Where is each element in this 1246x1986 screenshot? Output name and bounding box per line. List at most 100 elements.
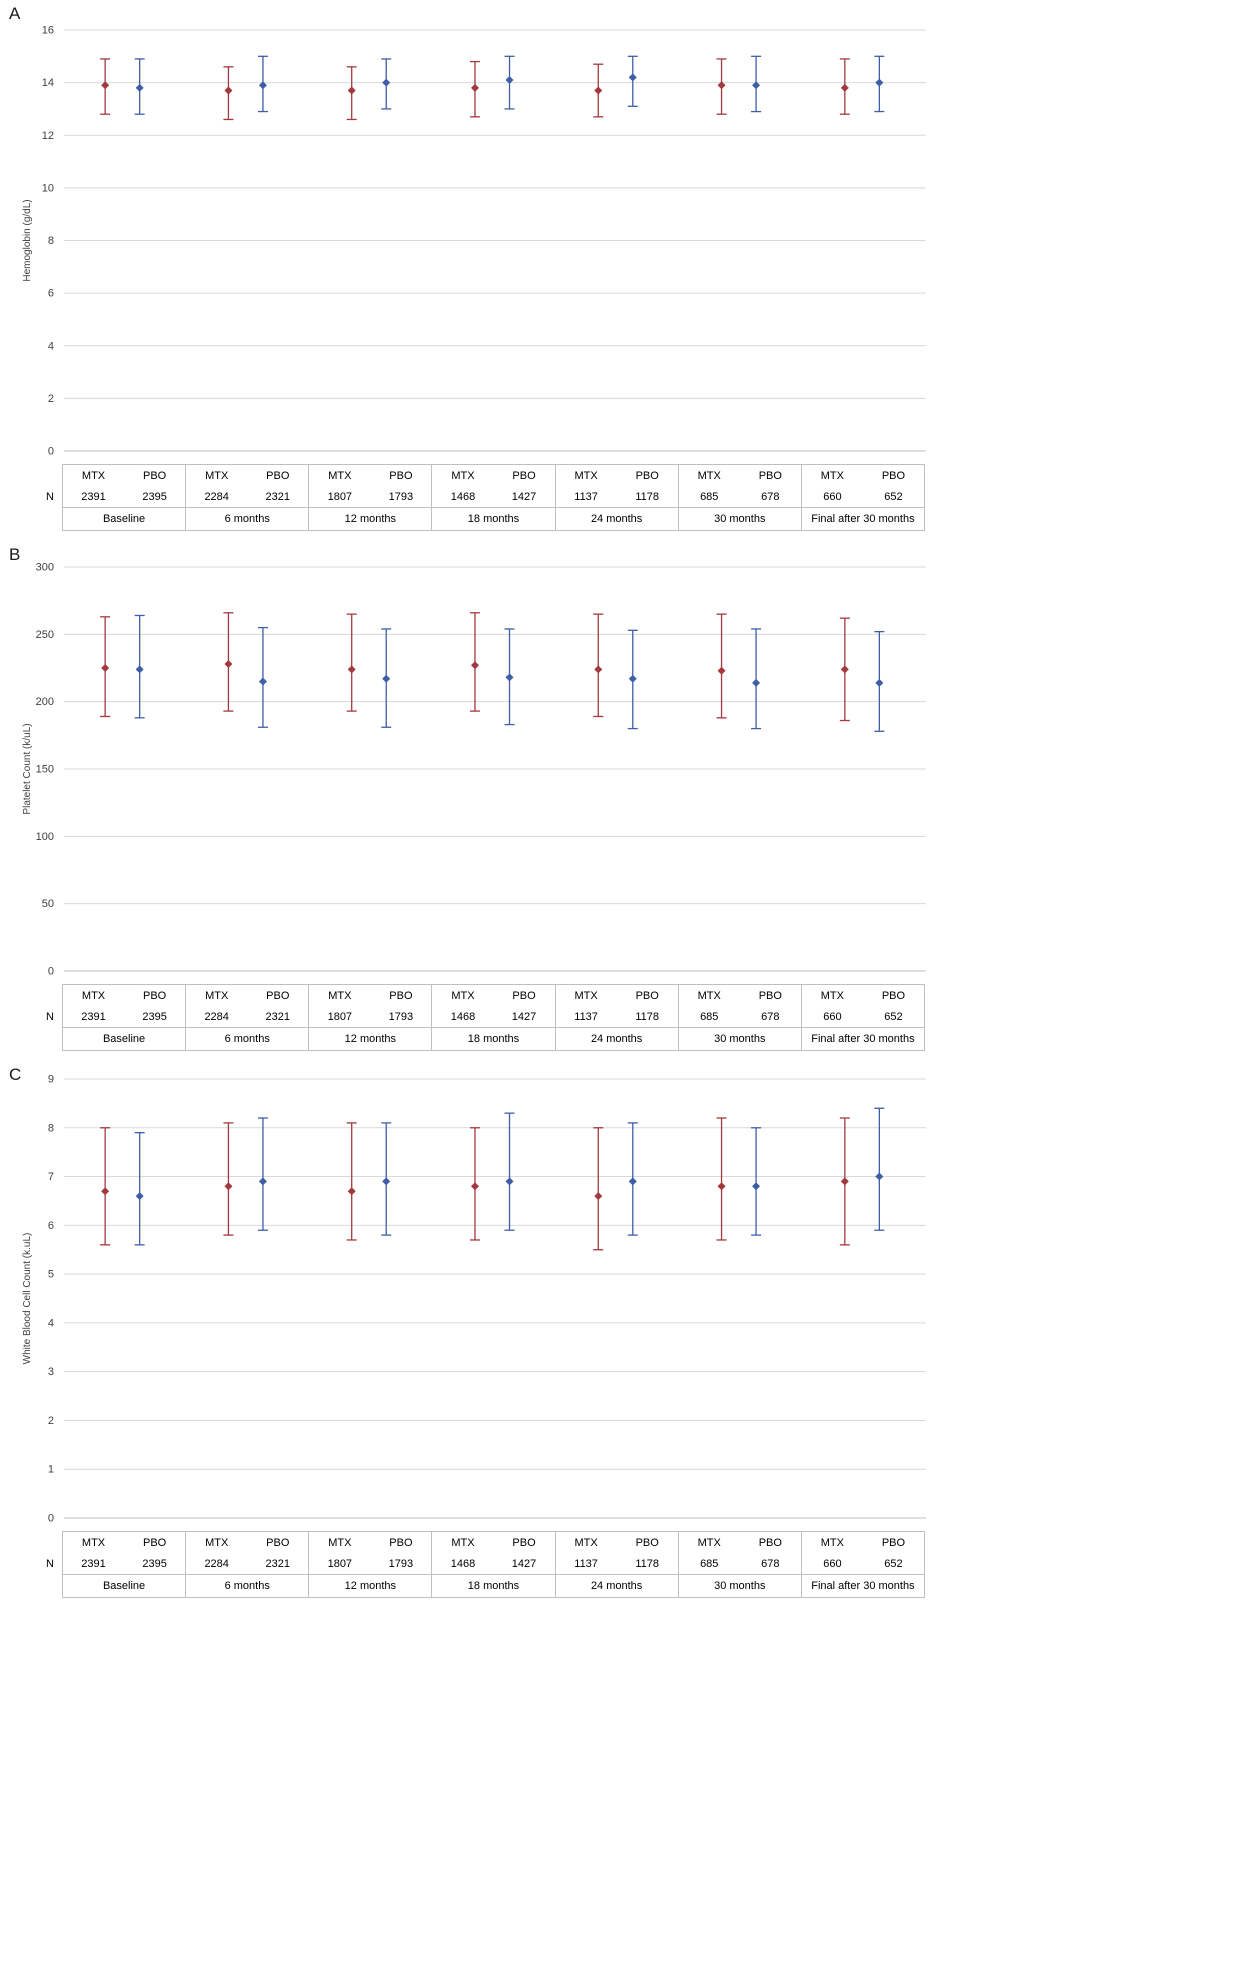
- error-bar-mtx: [100, 58, 111, 115]
- series-header-pbo: PBO: [143, 989, 167, 1002]
- series-header-mtx: MTX: [328, 1536, 352, 1549]
- error-bar-pbo: [134, 614, 145, 719]
- timepoint-label: 18 months: [467, 513, 520, 525]
- error-bar-pbo: [134, 1132, 145, 1246]
- mtx-n-value: 2391: [81, 1557, 106, 1570]
- pbo-n-value: 1793: [388, 1557, 414, 1570]
- pbo-n-value: 2395: [142, 1557, 167, 1570]
- mean-marker: [135, 83, 144, 92]
- pbo-n-value: 1427: [511, 490, 537, 503]
- panel-a: A 0 2 4 6 8 10 12 14 16 Hemoglobin (g/dL) N MTX PBO…: [0, 4, 1246, 531]
- y-tick-label: 100: [36, 831, 54, 843]
- mtx-n-value: 660: [823, 1557, 842, 1570]
- n-table-group: MTX PBO 1807 1793 12 months: [309, 465, 433, 530]
- mean-marker: [752, 678, 761, 687]
- series-header-mtx: MTX: [574, 469, 598, 482]
- error-bar-pbo: [134, 58, 145, 115]
- mean-marker: [717, 1182, 726, 1191]
- panel-b: B 0 50 100 150 200 250 300 Platelet Count (k/uL…: [0, 545, 1246, 1051]
- n-table-group: MTX PBO 2284 2321 6 months: [186, 1532, 310, 1597]
- error-bar-mtx: [593, 1127, 604, 1251]
- n-table-group: MTX PBO 1137 1178 24 months: [555, 1532, 679, 1597]
- series-header-pbo: PBO: [635, 989, 659, 1002]
- y-tick-label: 10: [42, 182, 54, 194]
- n-table-group: MTX PBO 685 678 30 months: [678, 465, 802, 530]
- error-bar-mtx: [839, 617, 850, 722]
- series-header-pbo: PBO: [512, 469, 536, 482]
- timepoint-label: Baseline: [102, 1033, 146, 1045]
- error-bar-pbo: [504, 628, 515, 726]
- mean-marker: [101, 81, 110, 90]
- timepoint-label: 24 months: [590, 1580, 643, 1592]
- timepoint-label: 30 months: [714, 1580, 766, 1592]
- series-header-mtx: MTX: [205, 989, 229, 1002]
- series-header-pbo: PBO: [512, 1536, 536, 1549]
- mean-marker: [875, 678, 884, 687]
- error-bar-pbo: [874, 55, 885, 113]
- mean-marker: [594, 86, 603, 95]
- mean-marker: [875, 78, 884, 87]
- panel-b-n-table: N MTX PBO 2391 2395 Baseline MTX PBO 2284 2321 6 m…: [46, 984, 925, 1051]
- mean-marker: [347, 665, 356, 674]
- pbo-n-value: 1178: [635, 490, 659, 503]
- pbo-n-value: 1427: [511, 1557, 537, 1570]
- error-bar-mtx: [223, 1122, 234, 1236]
- timepoint-label: 30 months: [714, 1033, 766, 1045]
- y-tick-label: 1: [48, 1464, 54, 1476]
- series-header-mtx: MTX: [81, 469, 106, 482]
- series-header-mtx: MTX: [81, 989, 106, 1002]
- series-header-mtx: MTX: [451, 469, 475, 482]
- mean-marker: [628, 674, 637, 683]
- series-header-pbo: PBO: [635, 469, 659, 482]
- n-table-group: MTX PBO 2284 2321 6 months: [186, 985, 310, 1050]
- series-header-mtx: MTX: [451, 989, 475, 1002]
- mean-marker: [505, 75, 514, 84]
- mtx-n-value: 1137: [574, 1557, 598, 1570]
- mtx-n-value: 2391: [81, 490, 106, 503]
- n-table-group: MTX PBO 1468 1427 18 months: [432, 1532, 556, 1597]
- y-tick-label: 6: [48, 288, 54, 300]
- pbo-n-value: 2395: [142, 1010, 167, 1023]
- error-bar-pbo: [627, 1122, 638, 1236]
- timepoint-label: 12 months: [344, 1033, 397, 1045]
- y-tick-label: 0: [48, 1513, 54, 1525]
- series-header-mtx: MTX: [328, 469, 352, 482]
- series-header-pbo: PBO: [143, 469, 167, 482]
- mtx-n-value: 2391: [81, 1010, 106, 1023]
- y-axis-title: Hemoglobin (g/dL): [22, 199, 33, 281]
- n-row-label: N: [46, 1558, 54, 1570]
- timepoint-label: 24 months: [590, 1033, 643, 1045]
- y-tick-label: 2: [48, 1415, 54, 1427]
- y-tick-label: 250: [36, 629, 54, 641]
- n-table-group: MTX PBO 1807 1793 12 months: [309, 985, 433, 1050]
- error-bar-pbo: [504, 55, 515, 110]
- error-bar-mtx: [469, 60, 480, 118]
- mean-marker: [224, 659, 233, 668]
- y-tick-label: 14: [42, 77, 54, 89]
- timepoint-label: 6 months: [224, 513, 270, 525]
- timepoint-label: Baseline: [102, 513, 146, 525]
- series-header-mtx: MTX: [205, 469, 229, 482]
- mean-marker: [594, 665, 603, 674]
- timepoint-label: 6 months: [224, 1580, 270, 1592]
- mtx-n-value: 660: [823, 1010, 842, 1023]
- n-table-group: MTX PBO 1137 1178 24 months: [555, 465, 679, 530]
- n-table-group: MTX PBO 1807 1793 12 months: [309, 1532, 433, 1597]
- mtx-n-value: 1807: [327, 490, 353, 503]
- mtx-n-value: 1137: [574, 490, 598, 503]
- series-header-mtx: MTX: [574, 1536, 598, 1549]
- error-bar-mtx: [346, 613, 357, 712]
- error-bar-pbo: [257, 626, 268, 728]
- mean-marker: [717, 666, 726, 675]
- error-bar-pbo: [874, 1107, 885, 1231]
- y-tick-label: 9: [48, 1074, 54, 1086]
- timepoint-label: Final after 30 months: [811, 1033, 915, 1045]
- y-axis-title: Platelet Count (k/uL): [22, 723, 33, 814]
- error-bar-mtx: [223, 612, 234, 712]
- series-header-mtx: MTX: [81, 1536, 106, 1549]
- n-table-group: MTX PBO 2391 2395 Baseline: [63, 465, 187, 530]
- timepoint-label: 18 months: [467, 1033, 520, 1045]
- y-tick-label: 50: [42, 898, 54, 910]
- series-header-pbo: PBO: [389, 989, 413, 1002]
- mean-marker: [470, 1182, 479, 1191]
